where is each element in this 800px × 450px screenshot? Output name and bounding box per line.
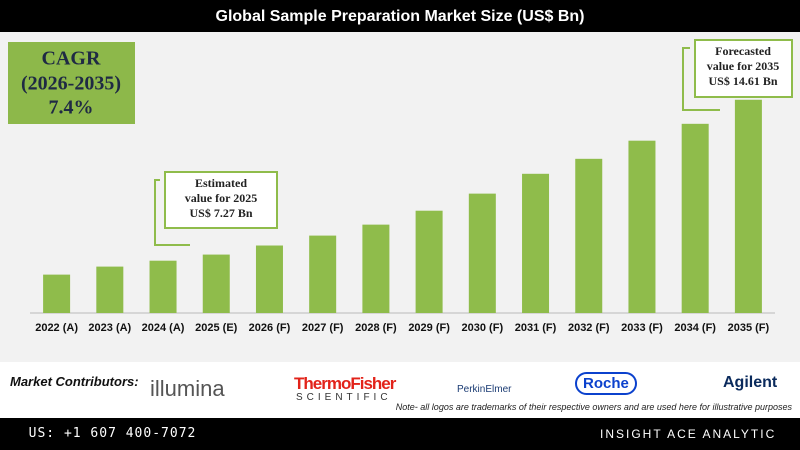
logo: Agilent [723, 374, 778, 391]
callout-box [164, 171, 278, 229]
x-tick-label: 2024 (A) [142, 322, 185, 334]
cagr-box [8, 42, 135, 124]
chart-title: Global Sample Preparation Market Size (U… [216, 8, 585, 25]
logo: illumina [150, 376, 225, 401]
bar [43, 274, 71, 313]
footer: US: +1 607 400-7072 INSIGHT ACE ANALYTIC [0, 418, 800, 450]
callout-box [694, 39, 793, 98]
bar [575, 158, 603, 313]
x-tick-label: 2025 (E) [195, 322, 238, 334]
bar [628, 140, 656, 313]
annotation: value for 2035 [707, 59, 779, 73]
bar [522, 173, 550, 313]
x-tick-label: 2029 (F) [408, 322, 450, 334]
bar [468, 193, 496, 313]
contributors-label: Market Contributors: [10, 374, 139, 389]
callout-line [682, 47, 720, 111]
x-tick-label: 2033 (F) [621, 322, 663, 334]
cagr-period: (2026-2035) [21, 73, 121, 95]
bar [202, 254, 230, 313]
x-tick-label: 2022 (A) [35, 322, 78, 334]
annotation: Estimated [195, 176, 247, 190]
x-tick-label: 2032 (F) [568, 322, 610, 334]
x-tick-label: 2031 (F) [515, 322, 557, 334]
bar [309, 235, 337, 313]
bar [255, 245, 283, 313]
title-bar [0, 0, 800, 32]
bar [734, 99, 762, 314]
x-tick-label: 2026 (F) [249, 322, 291, 334]
logo: ThermoFisher [294, 374, 396, 393]
note: Note- all logos are trademarks of their … [395, 402, 792, 412]
bar [681, 123, 709, 313]
bar [362, 224, 390, 313]
bar [415, 210, 443, 313]
callout-line [154, 179, 190, 246]
contributors: Market Contributors: illumina ThermoFish… [0, 362, 800, 418]
x-tick-label: 2028 (F) [355, 322, 397, 334]
x-tick-label: 2030 (F) [462, 322, 504, 334]
logo: SCIENTIFIC [296, 392, 392, 403]
brand: INSIGHT ACE ANALYTIC [600, 427, 777, 441]
bar [96, 266, 124, 313]
x-tick-label: 2034 (F) [674, 322, 716, 334]
bar [149, 260, 177, 313]
annotation: US$ 14.61 Bn [708, 74, 777, 88]
logo: Roche [575, 372, 637, 395]
phone: US: +1 607 400-7072 [28, 426, 197, 441]
x-tick-label: 2027 (F) [302, 322, 344, 334]
chart: Global Sample Preparation Market Size (U… [0, 0, 800, 362]
annotation: value for 2025 [185, 191, 257, 205]
x-tick-label: 2035 (F) [728, 322, 770, 334]
annotation: US$ 7.27 Bn [189, 206, 252, 220]
cagr-value: 7.4% [49, 97, 94, 119]
logo: PerkinElmer [457, 384, 512, 395]
x-tick-label: 2023 (A) [88, 322, 131, 334]
annotation: Forecasted [715, 44, 771, 58]
cagr-label: CAGR [42, 48, 101, 70]
